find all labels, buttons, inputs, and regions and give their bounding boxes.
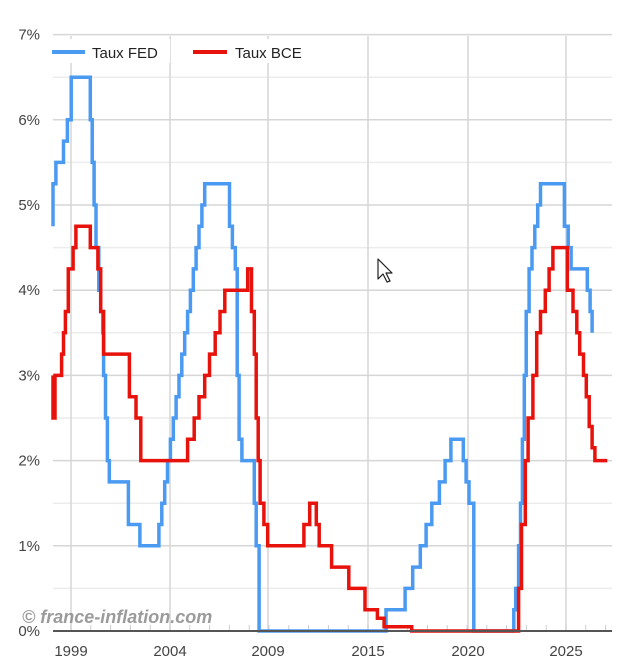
legend-bce-label: Taux BCE: [235, 45, 302, 62]
x-tick-label: 2004: [153, 643, 186, 660]
mouse-cursor-icon: [377, 258, 393, 283]
x-tick-label: 2025: [549, 643, 582, 660]
y-tick-label: 4%: [18, 282, 40, 299]
x-tick-label: 2020: [451, 643, 484, 660]
x-axis: 1999 2004 2009 2015 2020 2025: [54, 625, 607, 660]
y-tick-label: 7%: [18, 27, 40, 44]
legend-fed-label: Taux FED: [92, 45, 158, 62]
x-tick-label: 1999: [54, 643, 87, 660]
y-tick-label: 5%: [18, 197, 40, 214]
y-tick-label: 0%: [18, 623, 40, 640]
fed-rate-line: [51, 75, 594, 633]
y-tick-label: 3%: [18, 367, 40, 384]
y-tick-label: 6%: [18, 112, 40, 129]
y-axis: 0% 1% 2% 3% 4% 5% 6% 7%: [18, 27, 40, 640]
x-tick-label: 2009: [251, 643, 284, 660]
y-tick-label: 1%: [18, 538, 40, 555]
x-tick-label: 2015: [351, 643, 384, 660]
y-tick-label: 2%: [18, 453, 40, 470]
legend: Taux FED Taux BCE: [52, 39, 320, 63]
bce-rate-line: [51, 224, 608, 633]
watermark: © france-inflation.com: [22, 607, 212, 627]
chart-grid: [53, 33, 612, 631]
